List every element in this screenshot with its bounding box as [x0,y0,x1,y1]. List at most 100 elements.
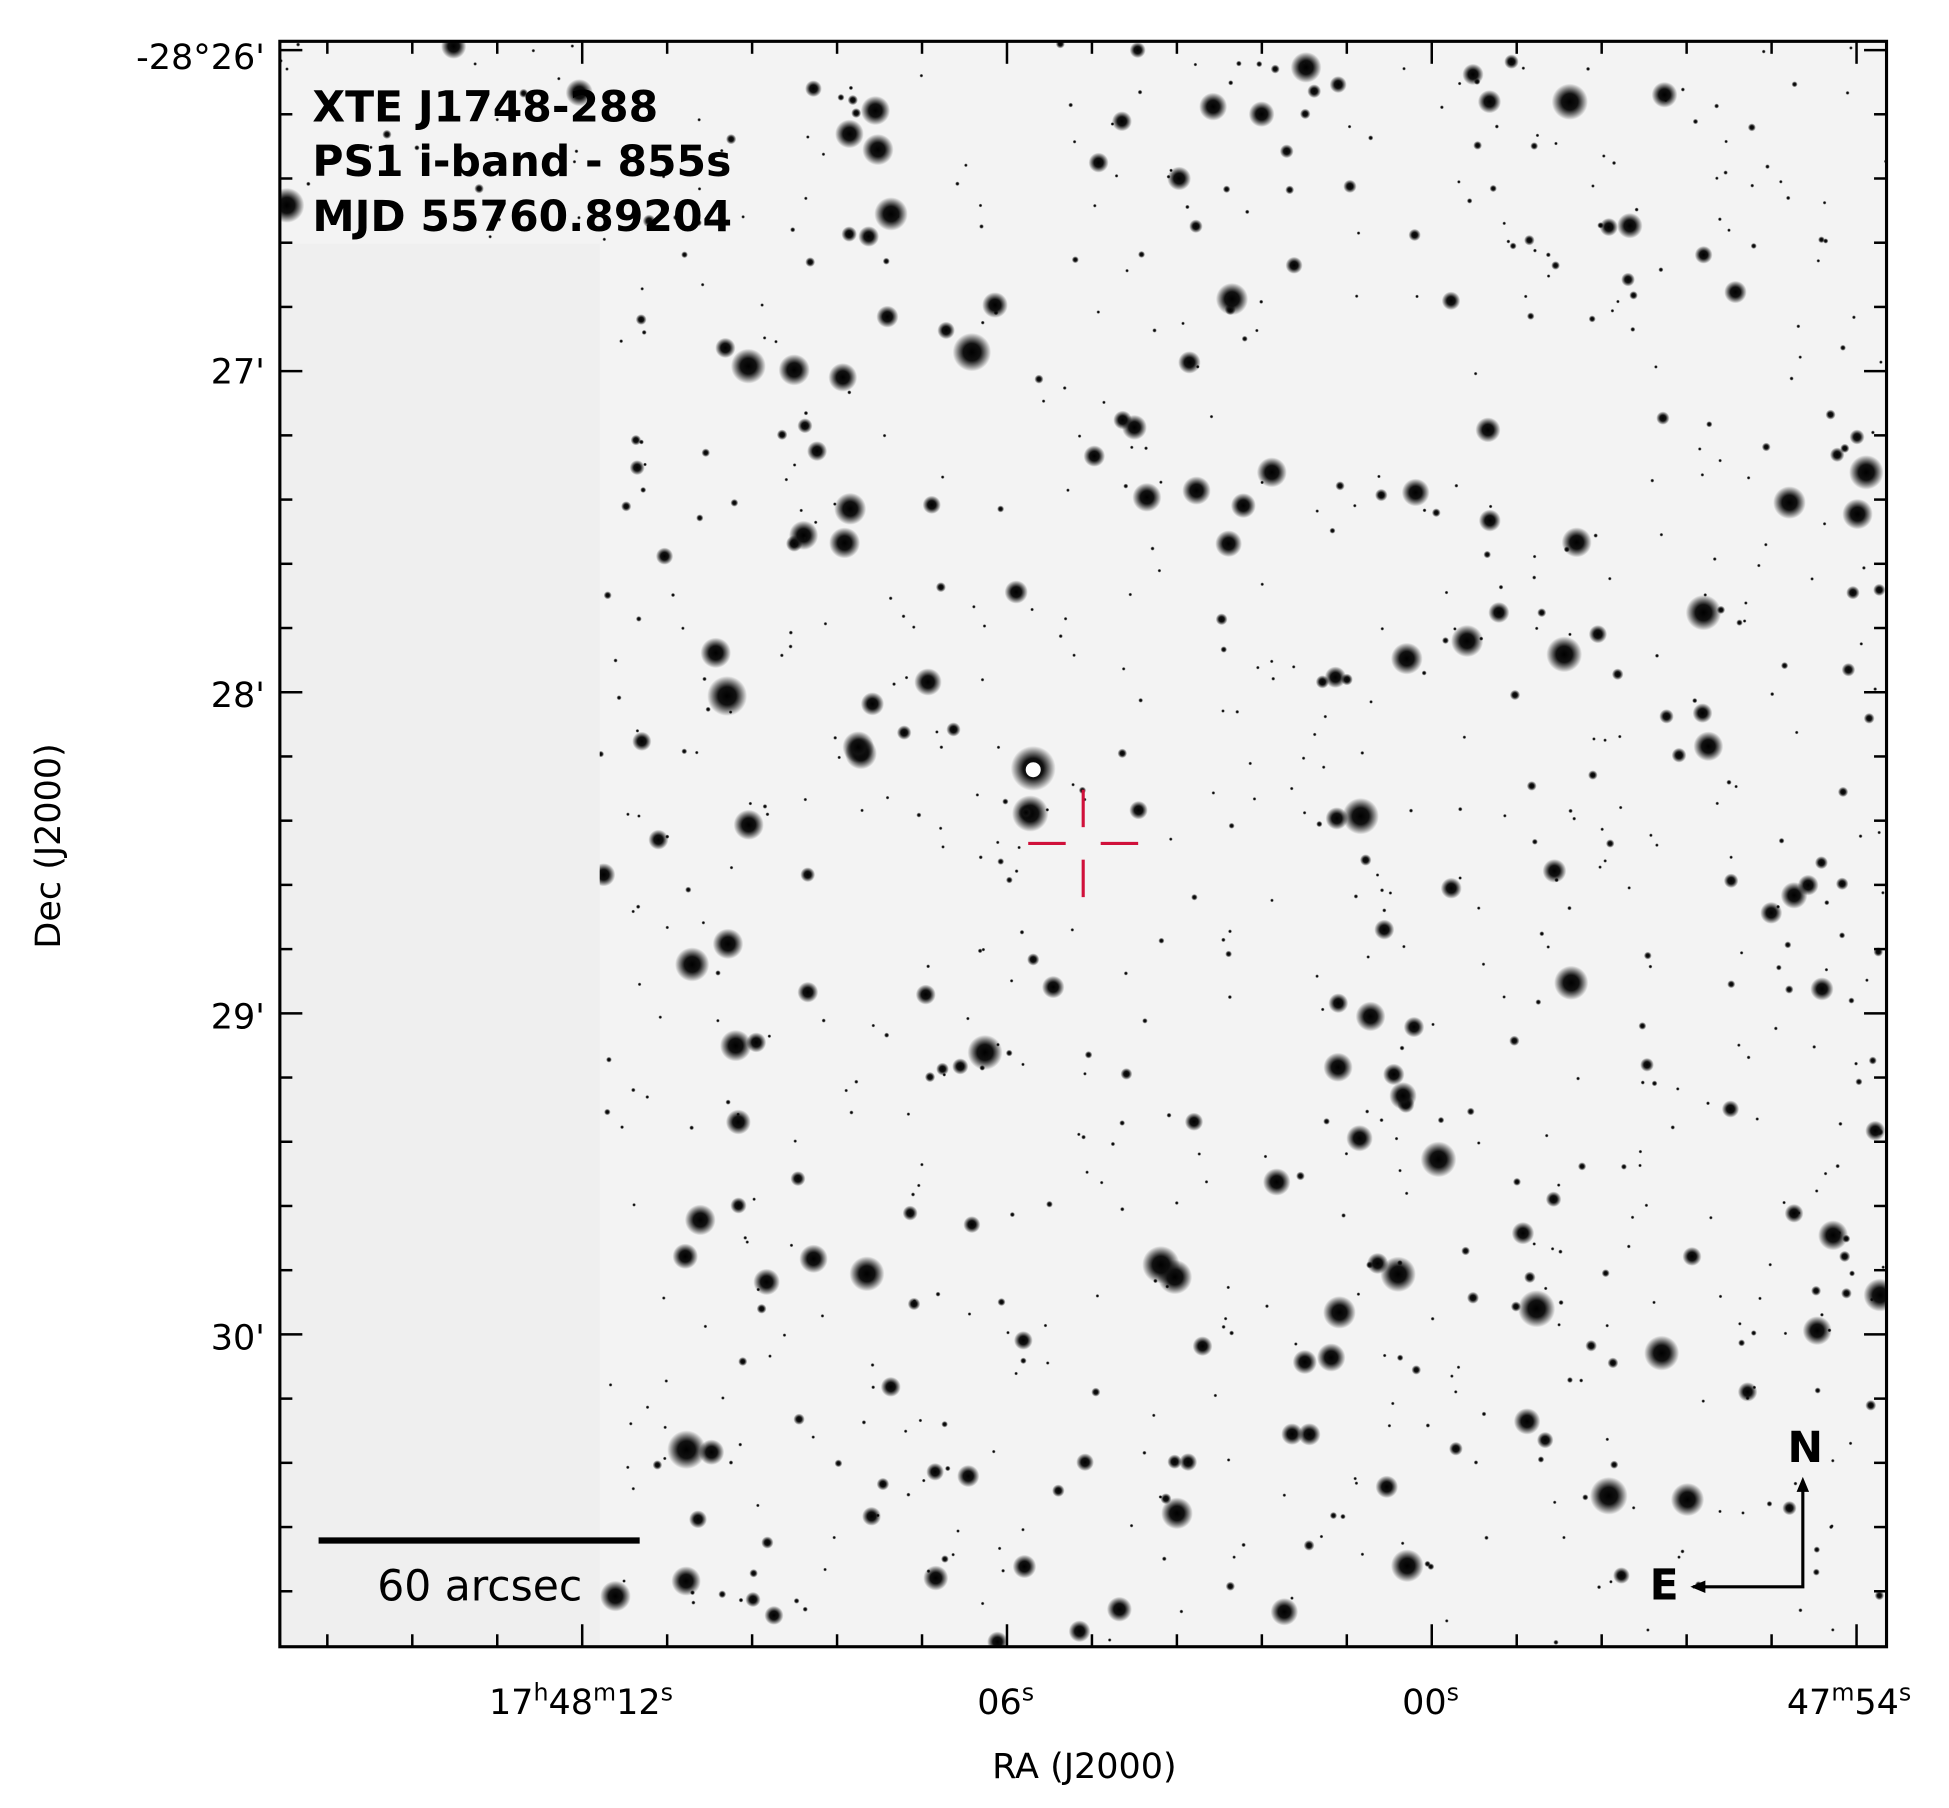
star [854,1079,859,1084]
star [577,215,581,220]
star [937,321,955,340]
star [1648,964,1653,969]
star [1224,304,1236,316]
star [1476,906,1481,910]
star [1070,927,1075,932]
star [1599,217,1618,237]
star [725,1099,731,1105]
star [1504,54,1519,69]
star [862,134,894,166]
star [920,1162,924,1167]
star [1382,908,1387,913]
star [621,501,632,512]
star [1138,250,1146,258]
x-tick-label-part: 12 [616,1683,661,1723]
bright-star [1256,457,1287,488]
star [1546,636,1583,673]
star [1241,1542,1246,1548]
star [1335,481,1345,491]
star [1513,1408,1541,1435]
star [1228,822,1235,829]
star [1179,1609,1184,1614]
star [1591,184,1595,188]
x-tick-label-part: 17 [489,1683,534,1723]
star [1638,1149,1643,1154]
star [1552,1500,1557,1505]
star [892,682,897,687]
star [1798,355,1803,360]
star [995,840,1000,845]
star [1819,1312,1824,1317]
star [1654,365,1658,369]
star [1758,1296,1762,1301]
star [1542,859,1567,883]
star [721,1396,725,1400]
star [1712,557,1717,562]
star [1818,1220,1849,1251]
star [1235,60,1242,67]
star [1638,1163,1642,1168]
star [738,1442,743,1447]
star [776,429,788,440]
star [1810,577,1814,581]
star [941,845,945,849]
star [1394,1136,1399,1141]
star [1627,886,1632,890]
star [1478,509,1501,532]
star [1738,1339,1746,1347]
star [842,731,875,763]
star [980,1601,985,1606]
star [658,1015,663,1020]
star [1329,527,1336,534]
x-tick-label: 17h48m12s [489,1678,673,1723]
star [1881,890,1885,895]
bright-star [1374,919,1395,940]
star [797,418,813,434]
x-tick-label: 47m54s [1787,1678,1911,1723]
star [1462,63,1484,86]
star [1849,429,1865,445]
star [1763,542,1768,547]
y-tick-label: -28°26' [136,38,265,78]
x-tick-label: 06s [977,1678,1034,1723]
star [1041,399,1046,404]
star [935,1291,941,1297]
star [1873,687,1878,692]
star [1830,1628,1835,1632]
star [952,1058,969,1075]
star [799,1244,828,1274]
star [803,410,809,416]
star [1526,312,1535,320]
star [1824,900,1830,906]
star [1343,179,1357,193]
star [1861,565,1866,570]
star [1167,1454,1182,1469]
star [1483,550,1491,559]
bright-star [1475,417,1501,443]
star [1842,498,1873,530]
star [1071,782,1075,787]
star [926,1462,945,1481]
star [955,181,960,186]
star [1076,1132,1081,1137]
star [1473,371,1478,376]
star [1780,882,1808,909]
star [1166,1112,1172,1118]
star [1282,1493,1287,1498]
bright-star [1270,1598,1299,1626]
star [1157,568,1162,573]
x-tick-label: 00s [1402,1678,1459,1723]
star [1189,219,1203,233]
star [847,390,852,395]
x-tick-label-part: 00 [1402,1683,1447,1723]
star [1356,231,1361,235]
star [730,1197,747,1214]
star [1466,1107,1475,1116]
star [1379,888,1385,893]
star [1114,173,1119,178]
star [1270,898,1274,903]
star [495,117,500,122]
star [1169,168,1173,173]
star [1839,344,1846,351]
star [629,460,645,476]
